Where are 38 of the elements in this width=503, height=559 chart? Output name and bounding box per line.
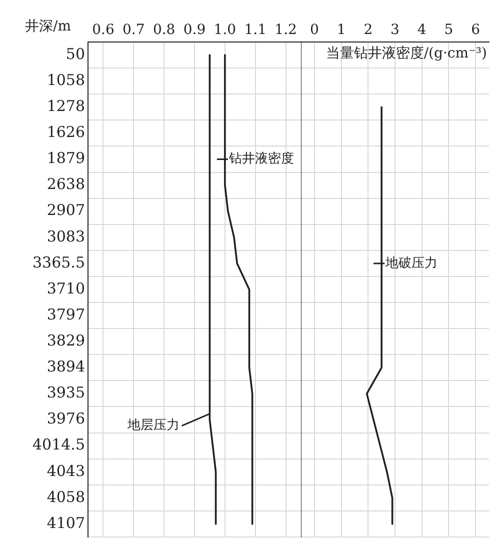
y-tick-label: 1058 <box>46 70 85 89</box>
y-tick-label: 4058 <box>46 488 85 506</box>
y-tick-label: 2638 <box>46 175 85 194</box>
x-tick-label: 0.7 <box>122 22 145 38</box>
y-tick-label: 3829 <box>46 331 85 350</box>
legend-label: 地破压力 <box>384 256 438 271</box>
x-tick-label: 3 <box>390 22 400 38</box>
y-tick-label: 3894 <box>46 358 85 376</box>
y-tick-label: 3365.5 <box>32 253 85 272</box>
x-tick-label: 2 <box>364 22 373 38</box>
y-tick-label: 1879 <box>46 149 85 168</box>
y-tick-label: 3935 <box>46 384 85 402</box>
y-tick-label: 2907 <box>46 201 85 220</box>
y-tick-label: 4043 <box>46 462 85 480</box>
x-tick-label: 6 <box>471 22 480 38</box>
x-tick-label: 4 <box>417 22 426 38</box>
y-tick-label: 1626 <box>46 123 85 142</box>
y-tick-label: 50 <box>66 44 85 63</box>
y-tick-label: 4107 <box>46 514 85 532</box>
y-tick-label: 4014.5 <box>32 436 85 454</box>
x-tick-label: 5 <box>444 22 454 38</box>
y-tick-label: 3797 <box>46 305 85 324</box>
legend-label: 钻井液密度 <box>228 150 294 167</box>
x-tick-label: 1.1 <box>244 22 266 38</box>
x-tick-label: 1.0 <box>214 22 236 38</box>
x-tick-label: 0.9 <box>183 22 206 38</box>
text: 地层压力 <box>126 418 180 434</box>
x-tick-label: 1.2 <box>274 22 297 38</box>
x-tick-label: 1 <box>336 22 346 38</box>
x-tick-label: 0.8 <box>152 22 176 38</box>
x-axis-title: 当量钻井液密度/(g·cm⁻³) <box>326 46 487 62</box>
y-tick-label: 3710 <box>46 279 85 298</box>
x-tick-label: 0 <box>310 22 319 38</box>
y-tick-label: 3976 <box>46 410 85 428</box>
y-axis-title: 井深/m <box>25 18 71 35</box>
y-tick-label: 1278 <box>46 97 85 116</box>
x-tick-label: 0.6 <box>92 22 114 38</box>
y-tick-label: 3083 <box>46 227 85 246</box>
